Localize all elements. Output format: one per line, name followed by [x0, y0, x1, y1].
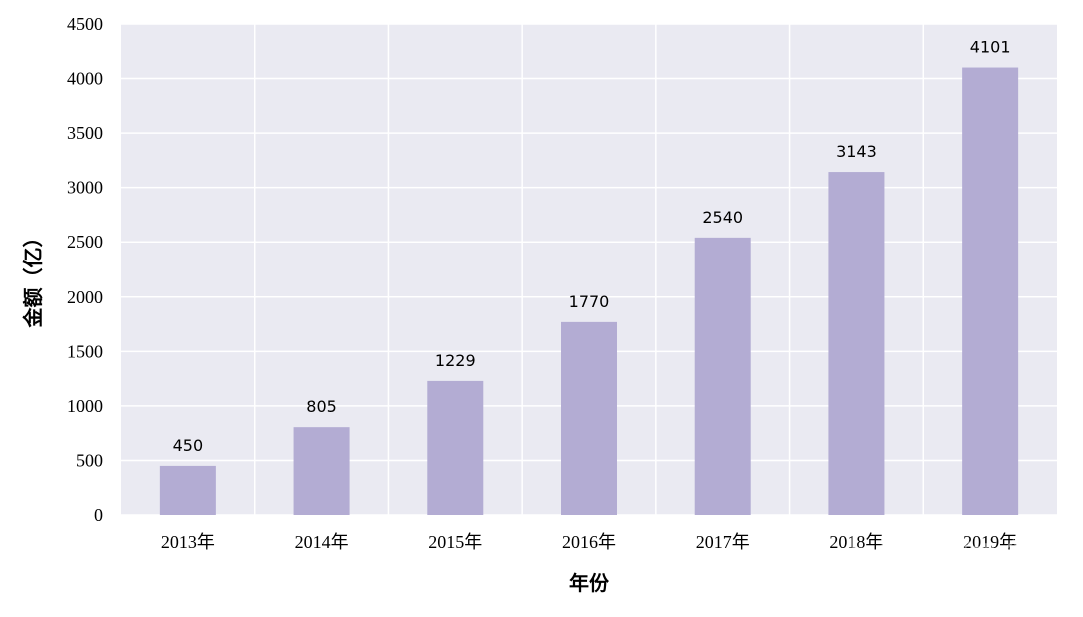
bar [694, 237, 751, 515]
y-tick-label: 1000 [67, 396, 103, 416]
data-label: 450 [173, 436, 204, 455]
data-label: 4101 [970, 38, 1011, 57]
data-label: 3143 [836, 142, 877, 161]
y-tick-label: 3000 [67, 178, 103, 198]
x-tick-label: 2018年 [829, 532, 883, 552]
data-label: 1770 [569, 292, 610, 311]
y-tick-label: 0 [94, 505, 103, 525]
bar [159, 465, 216, 515]
y-tick-label: 500 [76, 450, 103, 470]
data-labels: 450 805 1229 1770 2540 3143 4101 [173, 38, 1011, 455]
x-tick-label: 2019年 [963, 532, 1017, 552]
bar [561, 321, 617, 515]
bar [962, 67, 1019, 515]
bar [293, 427, 350, 515]
data-label: 805 [306, 397, 337, 416]
y-axis-title: 金额（亿） [21, 228, 45, 329]
y-tick-label: 4000 [67, 69, 103, 89]
y-tick-label: 2500 [67, 232, 103, 252]
y-tick-label: 2000 [67, 287, 103, 307]
x-axis-title: 年份 [569, 571, 610, 595]
bars [159, 67, 1019, 515]
data-label: 2540 [702, 208, 743, 227]
x-tick-labels: 2013年 2014年 2015年 2016年 2017年 2018年 2019年 [161, 532, 1017, 552]
y-tick-labels: 0 500 1000 1500 2000 2500 3000 3500 4000 4500 [67, 14, 103, 525]
x-tick-label: 2016年 [562, 532, 616, 552]
bar [427, 380, 484, 515]
data-label: 1229 [435, 351, 476, 370]
y-tick-label: 1500 [67, 341, 103, 361]
x-tick-label: 2013年 [161, 532, 215, 552]
x-tick-label: 2015年 [428, 532, 482, 552]
y-tick-label: 4500 [67, 14, 103, 34]
bar [828, 172, 885, 515]
y-tick-label: 3500 [67, 123, 103, 143]
x-tick-label: 2014年 [295, 532, 349, 552]
x-tick-label: 2017年 [696, 532, 750, 552]
